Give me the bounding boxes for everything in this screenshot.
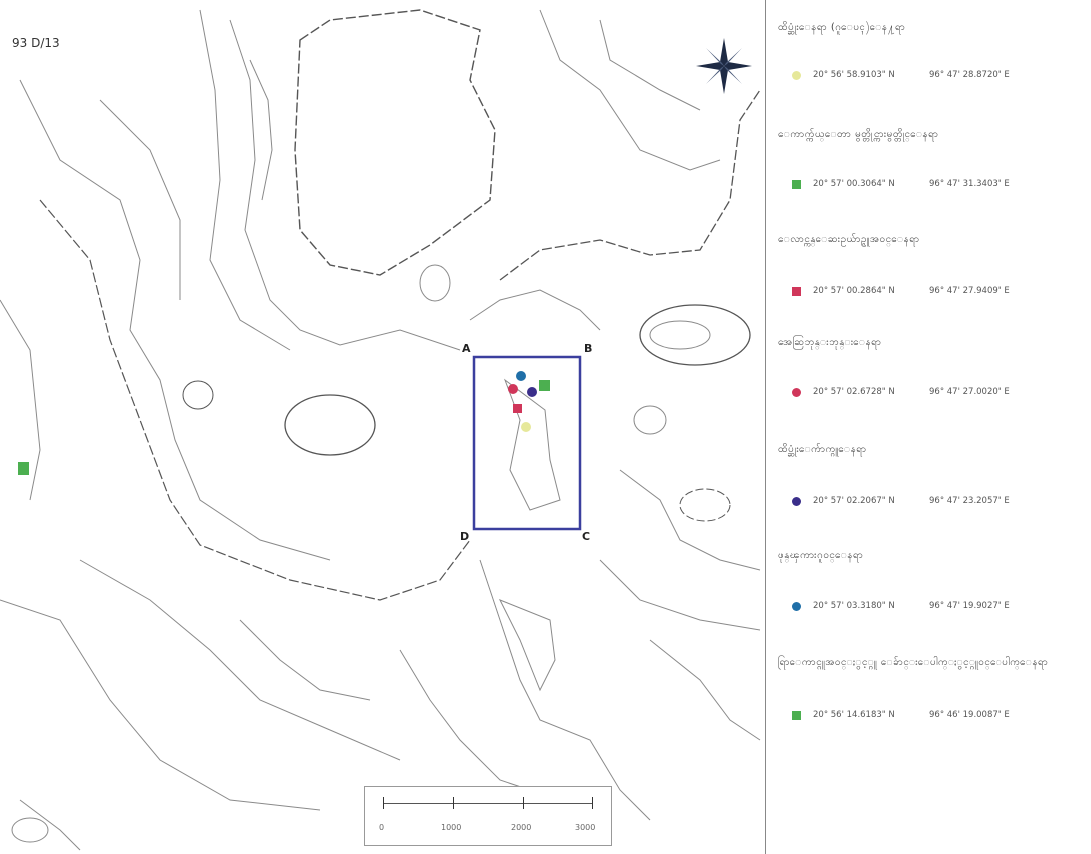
legend-latitude: 20° 57' 02.6728" N (813, 387, 895, 397)
sheet-label: 93 D/13 (12, 36, 60, 50)
legend-title: ရြာေကာင္ဂူအဝင္ႏွင့္ဂူ ေခ်ာင္းေပါက္ႏွင့္ဂ… (778, 657, 1049, 668)
legend-longitude: 96° 46' 19.0087" E (929, 710, 1010, 720)
north-arrow-icon (696, 38, 752, 94)
scale-tick: 2000 (511, 823, 532, 832)
corner-label-d: D (460, 530, 470, 543)
legend-symbol-icon (792, 387, 801, 397)
legend-latitude: 20° 56' 58.9103" N (813, 70, 895, 80)
topographic-map: 93 D/13 A B C D (0, 0, 766, 854)
legend-symbol-icon (792, 496, 801, 506)
scale-tick: 1000 (441, 823, 462, 832)
legend-latitude: 20° 57' 00.2864" N (813, 286, 895, 296)
legend-longitude: 96° 47' 27.0020" E (929, 387, 1010, 397)
marker-laungkan-cave[interactable] (513, 404, 522, 413)
legend-title: ေကာက္က်ယ္ေတာ မွတ္တိုင္ကားမွတ္တိုင္ေနရာ (778, 129, 939, 140)
legend-symbol-icon (792, 70, 801, 80)
marker-fonkyar-cave[interactable] (516, 371, 526, 381)
legend-latitude: 20° 57' 03.3180" N (813, 601, 895, 611)
legend-item: 20° 57' 02.2067" N 96° 47' 23.2057" E (792, 494, 1010, 508)
legend-symbol-icon (792, 601, 801, 611)
corner-label-a: A (462, 342, 471, 355)
legend-symbol-icon (792, 710, 801, 720)
corner-label-b: B (584, 342, 593, 355)
marker-kaukkyi-milestone[interactable] (539, 380, 550, 391)
legend-item: 20° 56' 58.9103" N 96° 47' 28.8720" E (792, 68, 1010, 82)
legend-longitude: 96° 47' 23.2057" E (929, 496, 1010, 506)
legend-title: ထိပ္ဆုံးေက်ာက္ဂူေနရာ (778, 444, 867, 455)
legend-latitude: 20° 57' 00.3064" N (813, 179, 895, 189)
marker-aseh-phonephone[interactable] (508, 384, 518, 394)
legend-item: 20° 56' 14.6183" N 96° 46' 19.0087" E (792, 708, 1010, 722)
corner-label-c: C (582, 530, 591, 543)
legend-title: ေလာင္ကန္ေဆးဥယ်ာဥ္ဂူအဝင္ေနရာ (778, 234, 920, 245)
legend-title: အေဆြဘုန္းဘုန္းေနရာ (778, 337, 882, 348)
marker-summit-cave[interactable] (521, 422, 531, 432)
legend-longitude: 96° 47' 31.3403" E (929, 179, 1010, 189)
legend-symbol-icon (792, 179, 801, 189)
legend-title: ဖုန္ၾကားဂူဝင္ေနရာ (778, 550, 864, 561)
legend-panel: ထိပ္ဆုံးေနရာ (ဂူေပၚ)ေန႔ရာ 20° 56' 58.910… (768, 0, 1091, 854)
scale-tick: 3000 (575, 823, 596, 832)
marker-hteik-cave[interactable] (527, 387, 537, 397)
legend-item: 20° 57' 02.6728" N 96° 47' 27.0020" E (792, 385, 1010, 399)
study-area-layer (18, 355, 582, 531)
legend-item: 20° 57' 00.3064" N 96° 47' 31.3403" E (792, 177, 1010, 191)
marker-ywakaung-cave[interactable] (18, 462, 29, 475)
study-area-boundary (472, 355, 582, 531)
legend-item: 20° 57' 03.3180" N 96° 47' 19.9027" E (792, 599, 1010, 613)
legend-symbol-icon (792, 286, 801, 296)
legend-title: ထိပ္ဆုံးေနရာ (ဂူေပၚ)ေန႔ရာ (778, 22, 906, 33)
scale-tick: 0 (379, 823, 385, 832)
legend-longitude: 96° 47' 27.9409" E (929, 286, 1010, 296)
scale-bar: 0 1000 2000 3000 (364, 786, 612, 846)
legend-latitude: 20° 57' 02.2067" N (813, 496, 895, 506)
legend-item: 20° 57' 00.2864" N 96° 47' 27.9409" E (792, 284, 1010, 298)
legend-longitude: 96° 47' 19.9027" E (929, 601, 1010, 611)
legend-longitude: 96° 47' 28.8720" E (929, 70, 1010, 80)
legend-latitude: 20° 56' 14.6183" N (813, 710, 895, 720)
